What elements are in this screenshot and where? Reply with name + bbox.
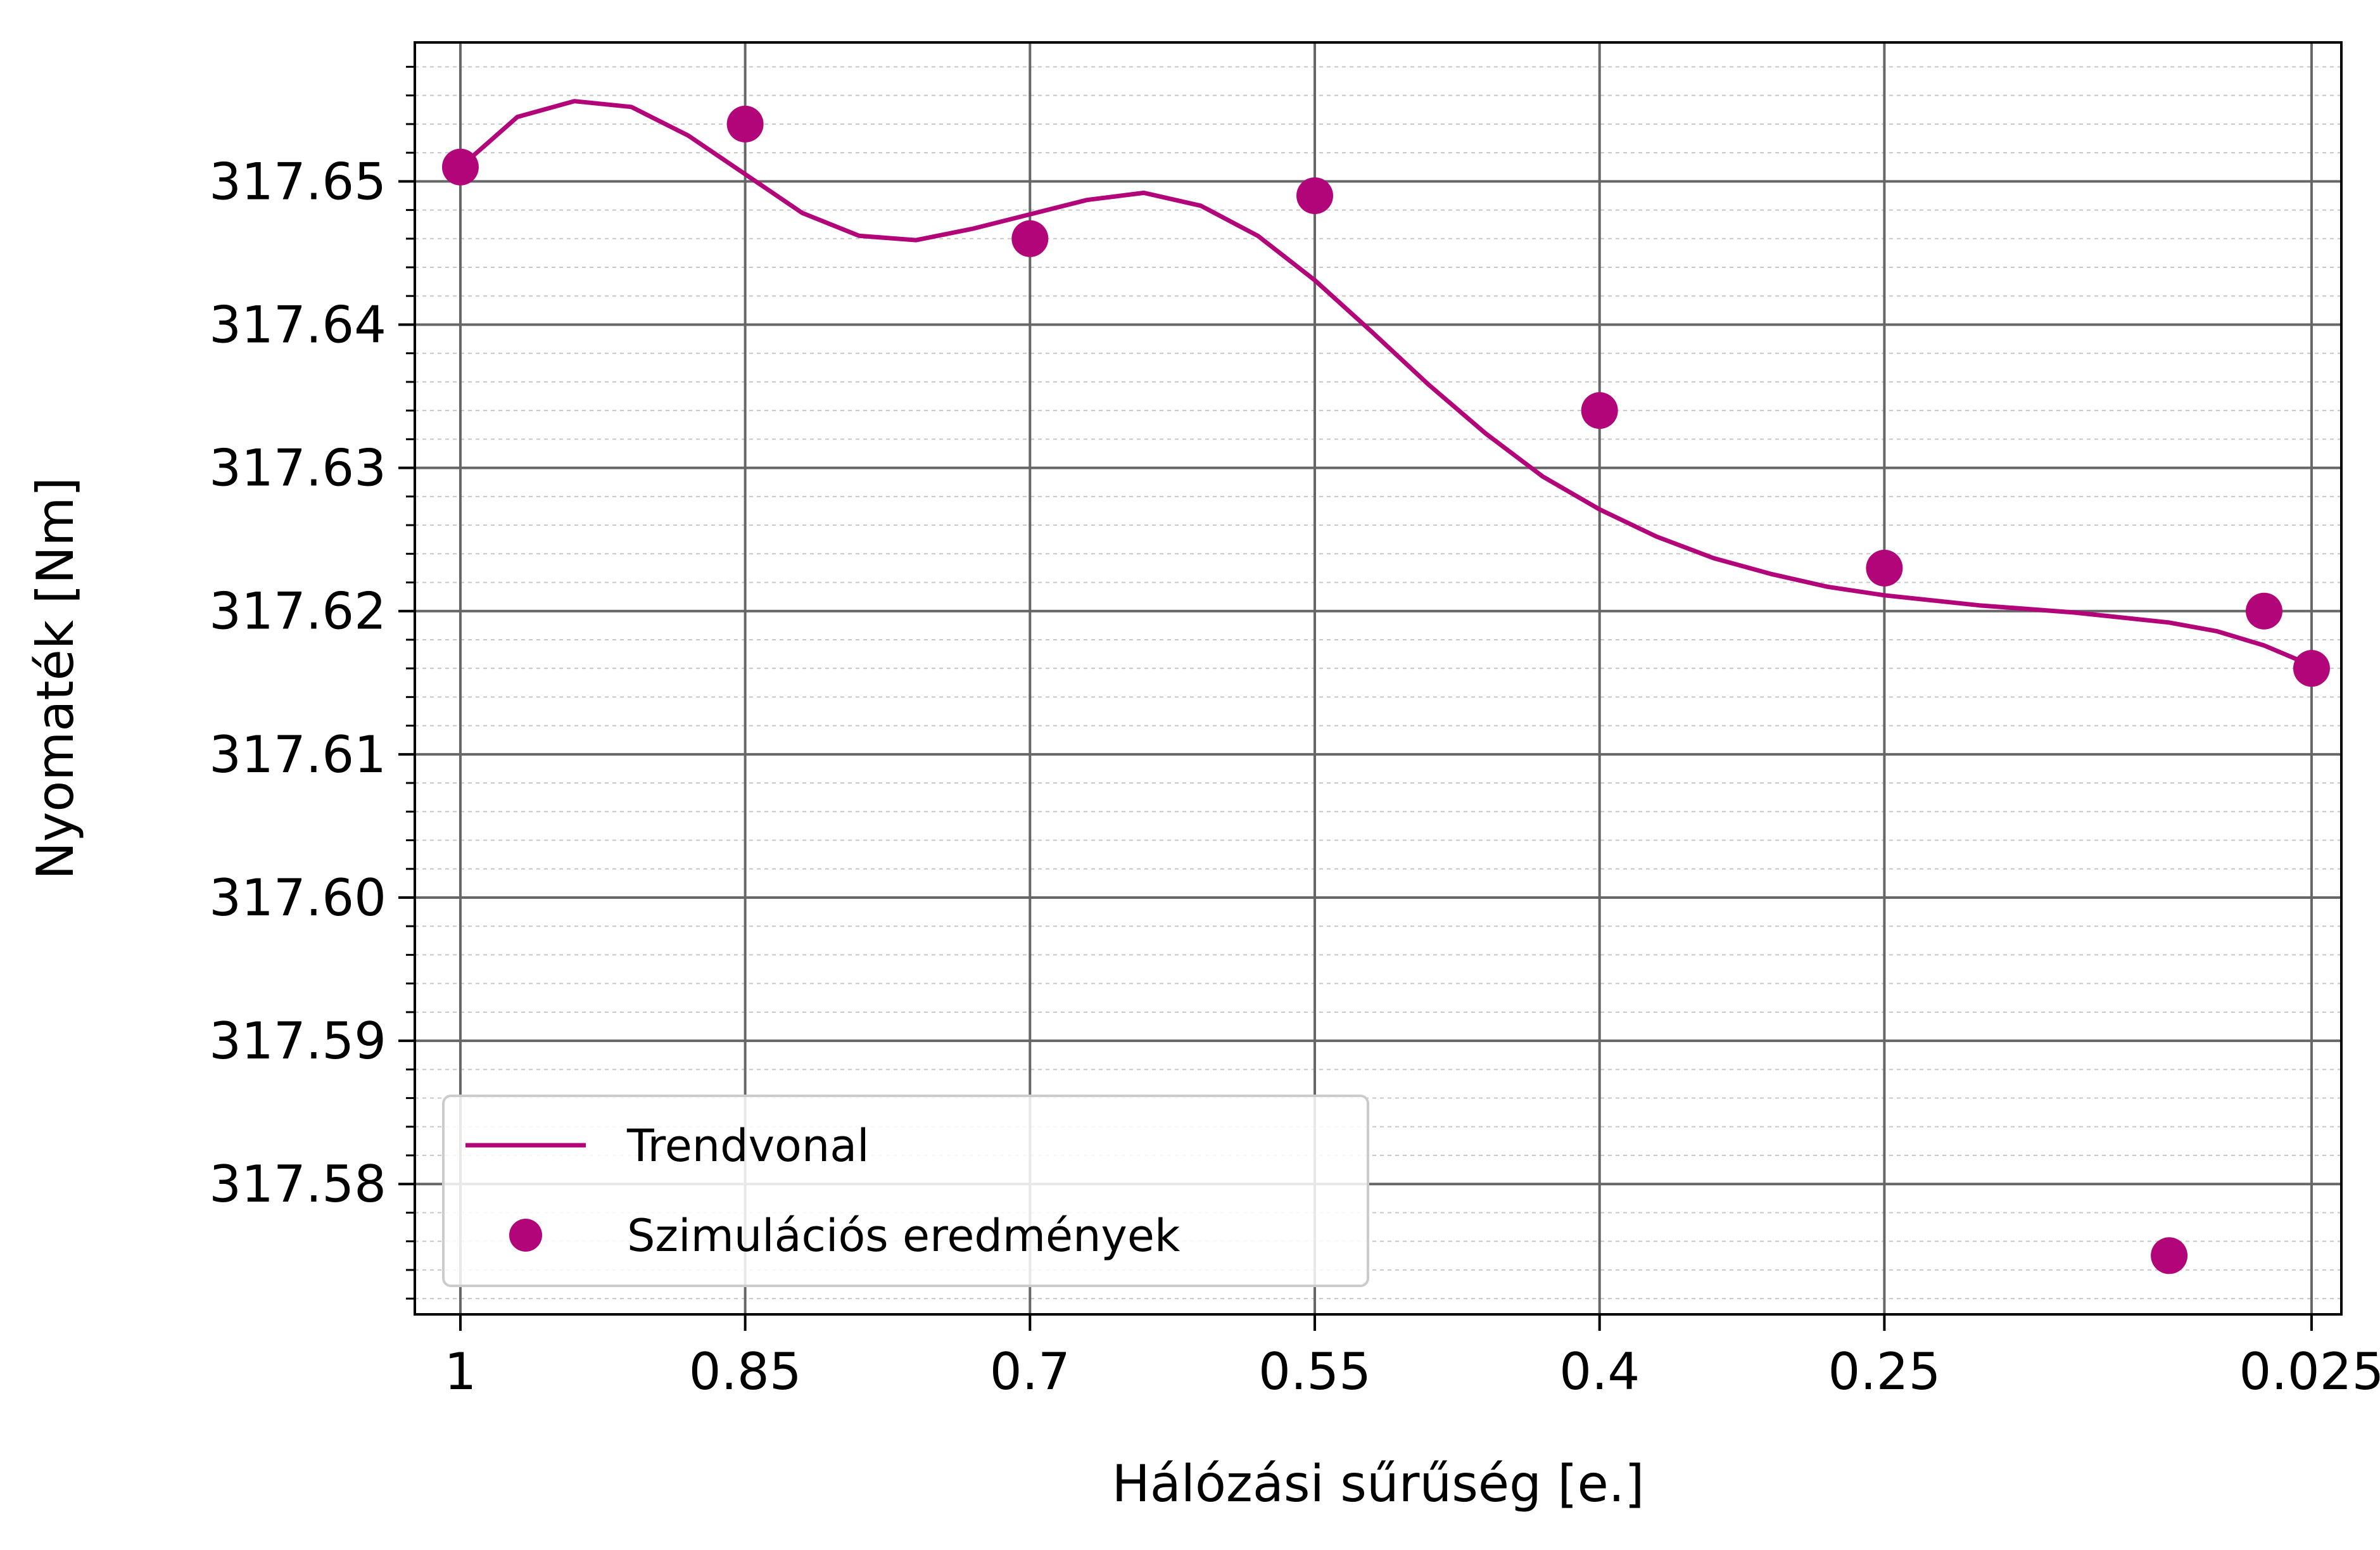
- data-point: [1011, 220, 1049, 257]
- data-point: [2293, 650, 2330, 687]
- y-tick-label: 317.64: [209, 295, 386, 354]
- plot-frame: [414, 41, 2343, 1316]
- x-tick-label: 1: [444, 1342, 476, 1401]
- y-tick-label: 317.60: [209, 868, 386, 927]
- y-tick-label: 317.58: [209, 1155, 386, 1214]
- y-tick-label: 317.65: [209, 152, 386, 211]
- x-tick-label: 0.4: [1559, 1342, 1640, 1401]
- scatter-points-layer: [441, 105, 2330, 1274]
- y-tick-label: 317.61: [209, 725, 386, 784]
- data-point: [2151, 1237, 2188, 1274]
- ticks-layer: 317.58 317.59 317.60 317.61 317.62 317.63 317.…: [209, 65, 2380, 1401]
- data-point: [1581, 392, 1618, 429]
- y-tick-label: 317.62: [209, 582, 386, 641]
- legend-box: [442, 1095, 1369, 1287]
- legend: Trendvonal Szimulációs eredmények: [442, 1095, 1369, 1287]
- legend-scatter-swatch: [509, 1219, 542, 1252]
- y-tick-label: 317.63: [209, 439, 386, 498]
- y-axis-label: Nyomaték [Nm]: [26, 477, 85, 880]
- x-tick-label: 0.25: [1828, 1342, 1940, 1401]
- x-tick-label: 0.85: [689, 1342, 802, 1401]
- axes-layer: [414, 41, 2343, 1316]
- trendline: [458, 99, 2314, 668]
- x-tick-label: 0.025: [2239, 1342, 2380, 1401]
- data-point: [726, 105, 764, 143]
- legend-scatter-label: Szimulációs eredmények: [627, 1210, 1181, 1262]
- legend-trendline-label: Trendvonal: [626, 1120, 870, 1172]
- data-point: [1866, 549, 1903, 587]
- x-tick-label: 0.55: [1258, 1342, 1371, 1401]
- data-point: [2245, 592, 2282, 630]
- trendline-layer: [458, 99, 2314, 668]
- x-tick-label: 0.7: [990, 1342, 1070, 1401]
- x-axis-label: Hálózási sűrűség [e.]: [1112, 1454, 1645, 1513]
- y-tick-label: 317.59: [209, 1012, 386, 1070]
- data-point: [441, 148, 479, 186]
- data-point: [1296, 177, 1334, 214]
